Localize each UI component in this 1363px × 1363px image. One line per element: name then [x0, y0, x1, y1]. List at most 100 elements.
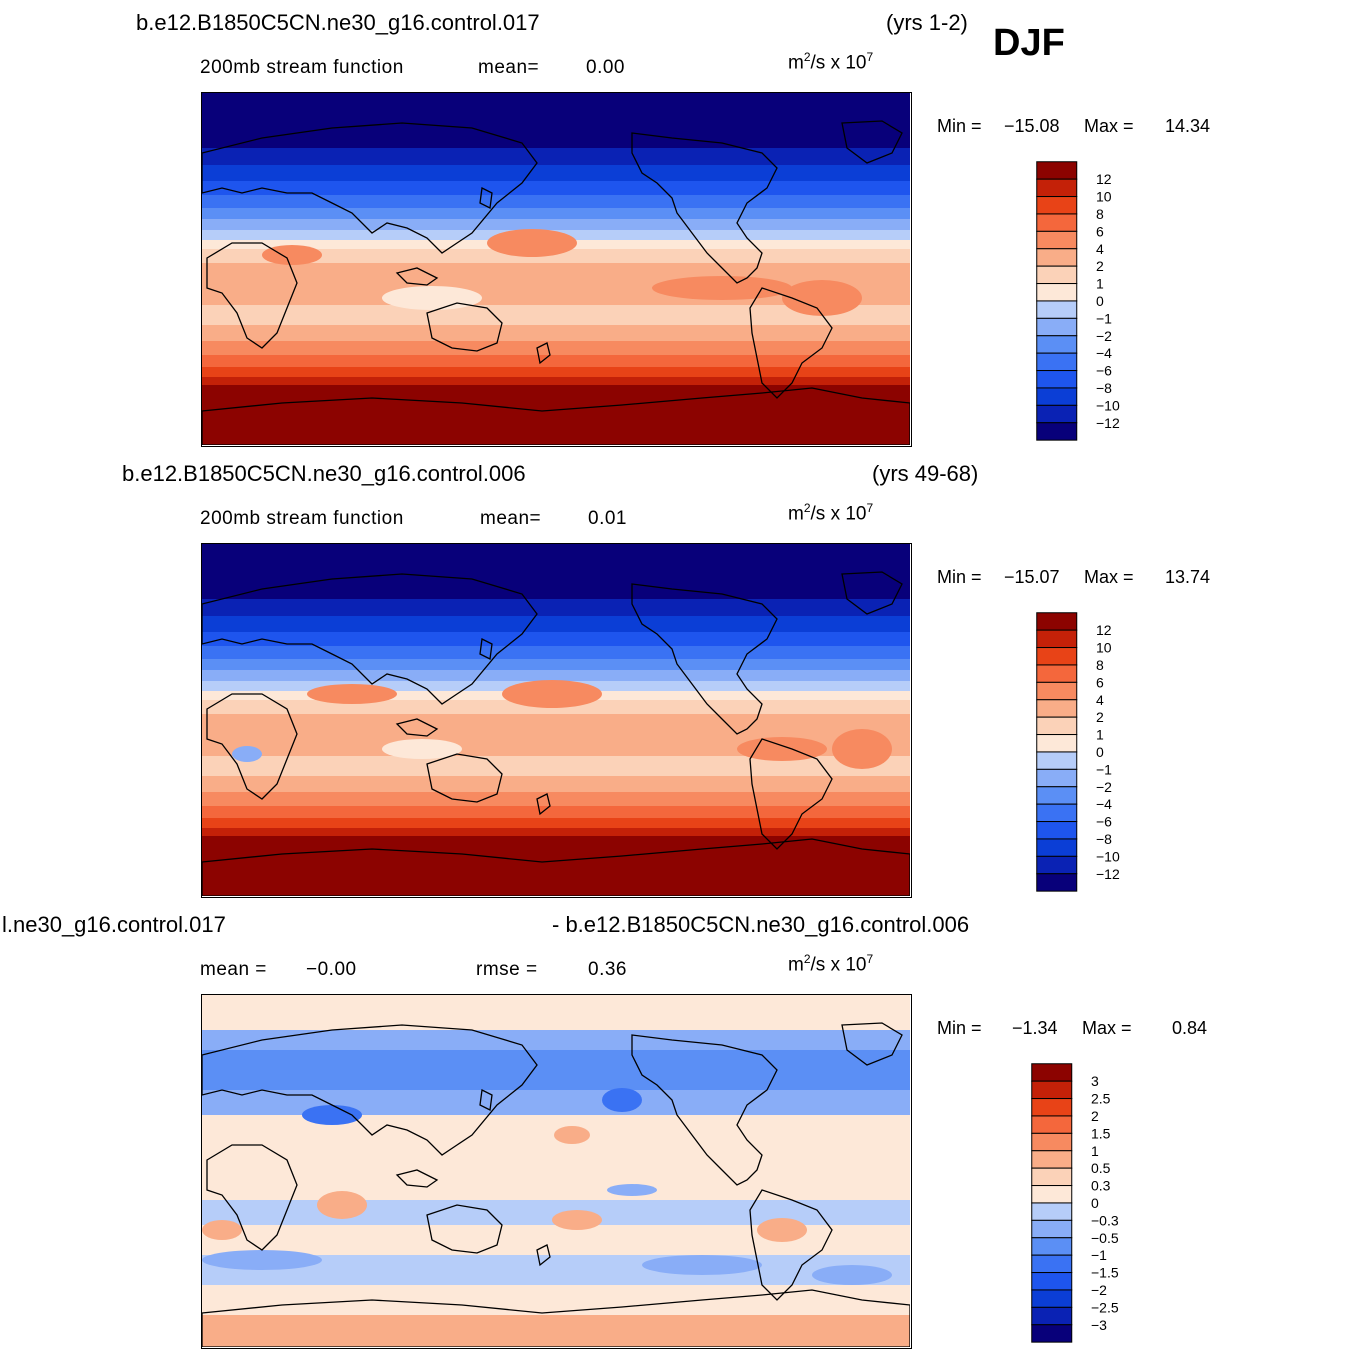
coastline-4 — [426, 302, 503, 352]
panel1-variable: 200mb stream function — [200, 57, 404, 78]
contour-band-16 — [202, 828, 910, 837]
panel1-mean-label: mean= — [478, 57, 540, 78]
colorbar-tick-label: −1 — [1096, 310, 1112, 326]
contour-band-17 — [202, 836, 910, 847]
contour-band-0 — [202, 544, 910, 600]
panel1-min-label: Min = — [937, 116, 982, 136]
colorbar-box-10 — [1031, 1237, 1073, 1256]
colorbar-tick-label: 6 — [1096, 674, 1104, 690]
contour-band-5 — [202, 1145, 910, 1171]
contour-blob-7 — [607, 1184, 657, 1196]
colorbar-tick-label: −2.5 — [1091, 1299, 1119, 1315]
contour-band-14 — [202, 806, 910, 819]
coastline-1 — [749, 738, 833, 850]
contour-band-18 — [202, 846, 910, 896]
contour-band-3 — [202, 632, 910, 647]
contour-band-9 — [202, 249, 910, 264]
colorbar-box-7 — [1031, 1185, 1073, 1204]
colorbar-box-13 — [1036, 838, 1078, 857]
contour-band-10 — [202, 1285, 910, 1316]
panel3-min-value: −1.34 — [1012, 1018, 1058, 1038]
coastline-3 — [206, 693, 298, 800]
contour-blob-4 — [782, 280, 862, 316]
colorbar-box-11 — [1036, 352, 1078, 372]
colorbar-box-10 — [1036, 335, 1078, 354]
coastline-3 — [206, 242, 298, 349]
panel3-map — [201, 994, 912, 1349]
colorbar-tick-label: −10 — [1096, 397, 1120, 413]
colorbar-box-3 — [1036, 664, 1078, 683]
contour-band-5 — [202, 208, 910, 220]
colorbar-box-15 — [1031, 1324, 1073, 1343]
coastline-0 — [631, 132, 778, 284]
colorbar-tick-label: 2.5 — [1091, 1091, 1111, 1107]
coastline-7 — [395, 718, 439, 737]
contour-band-2 — [202, 616, 910, 633]
colorbar-tick-label: 2 — [1096, 709, 1104, 725]
colorbar-box-0 — [1036, 161, 1078, 180]
colorbar-tick-label: 6 — [1096, 223, 1104, 239]
contour-band-5 — [202, 659, 910, 671]
colorbar-tick-label: −6 — [1096, 814, 1112, 830]
panel1-max-value: 14.34 — [1165, 116, 1211, 136]
panel2-min-label: Min = — [937, 567, 982, 587]
coastline-6 — [202, 838, 910, 896]
colorbar-box-5 — [1036, 248, 1078, 267]
colorbar-box-11 — [1036, 803, 1078, 823]
colorbar-box-1 — [1036, 629, 1078, 649]
panel2-max-label: Max = — [1084, 567, 1134, 587]
contour-band-11 — [202, 1315, 910, 1347]
colorbar-tick-label: 2 — [1091, 1108, 1099, 1124]
coastline-9 — [536, 1244, 551, 1267]
colorbar-tick-label: 1.5 — [1091, 1125, 1111, 1141]
coastline-9 — [536, 793, 551, 816]
coastline-5 — [841, 1022, 903, 1066]
coastline-2 — [202, 122, 538, 254]
contour-blob-2 — [232, 746, 262, 762]
contour-blob-9 — [812, 1265, 892, 1285]
contour-blob-5 — [832, 729, 892, 769]
panel3-mean-value: −0.00 — [306, 959, 357, 980]
colorbar-box-9 — [1031, 1219, 1073, 1239]
colorbar-tick-label: 10 — [1096, 640, 1112, 656]
panel1-max-label: Max = — [1084, 116, 1134, 136]
contour-blob-8 — [642, 1255, 762, 1275]
contour-band-14 — [202, 355, 910, 368]
contour-band-15 — [202, 367, 910, 378]
colorbar-box-5 — [1031, 1150, 1073, 1169]
colorbar-tick-label: 12 — [1096, 622, 1112, 638]
contour-blob-5 — [202, 1220, 242, 1240]
colorbar-box-10 — [1036, 786, 1078, 805]
colorbar-box-13 — [1031, 1289, 1073, 1308]
coastline-2 — [202, 1024, 538, 1156]
colorbar-tick-label: −8 — [1096, 831, 1112, 847]
panel3-colorbar: 3 2.5 2 1.5 1 0.5 0.3 0 −0.3 −0.5 −1 −1.5 −2 −2.5 −3 — [1031, 1063, 1156, 1343]
colorbar-box-6 — [1036, 716, 1078, 736]
contour-blob-1 — [602, 1088, 642, 1112]
contour-band-6 — [202, 219, 910, 231]
coastline-4 — [426, 1204, 503, 1254]
panel3-max-value: 0.84 — [1172, 1018, 1208, 1038]
colorbar-tick-label: −10 — [1096, 848, 1120, 864]
panel3-case-title-left: l.ne30_g16.control.017 — [2, 912, 226, 937]
colorbar-box-6 — [1036, 265, 1078, 285]
contour-blob-2 — [382, 286, 482, 310]
colorbar-box-1 — [1036, 178, 1078, 198]
panel2-mean-label: mean= — [480, 508, 542, 529]
panel1-mean-value: 0.00 — [586, 57, 625, 78]
colorbar-box-12 — [1036, 370, 1078, 389]
colorbar-box-2 — [1031, 1098, 1073, 1117]
season-label: DJF — [993, 22, 1065, 64]
panel1-min-value: −15.08 — [1004, 116, 1060, 136]
contour-blob-0 — [302, 1105, 362, 1125]
colorbar-tick-label: −1 — [1096, 761, 1112, 777]
panel1-map — [201, 92, 912, 447]
contour-band-1 — [202, 148, 910, 166]
contour-blob-1 — [262, 245, 322, 265]
contour-blob-10 — [202, 1250, 322, 1270]
coastline-5 — [841, 571, 903, 615]
colorbar-box-9 — [1036, 317, 1078, 337]
contour-band-11 — [202, 756, 910, 777]
panel3-rmse-label: rmse = — [476, 959, 538, 980]
colorbar-tick-label: 8 — [1096, 657, 1104, 673]
